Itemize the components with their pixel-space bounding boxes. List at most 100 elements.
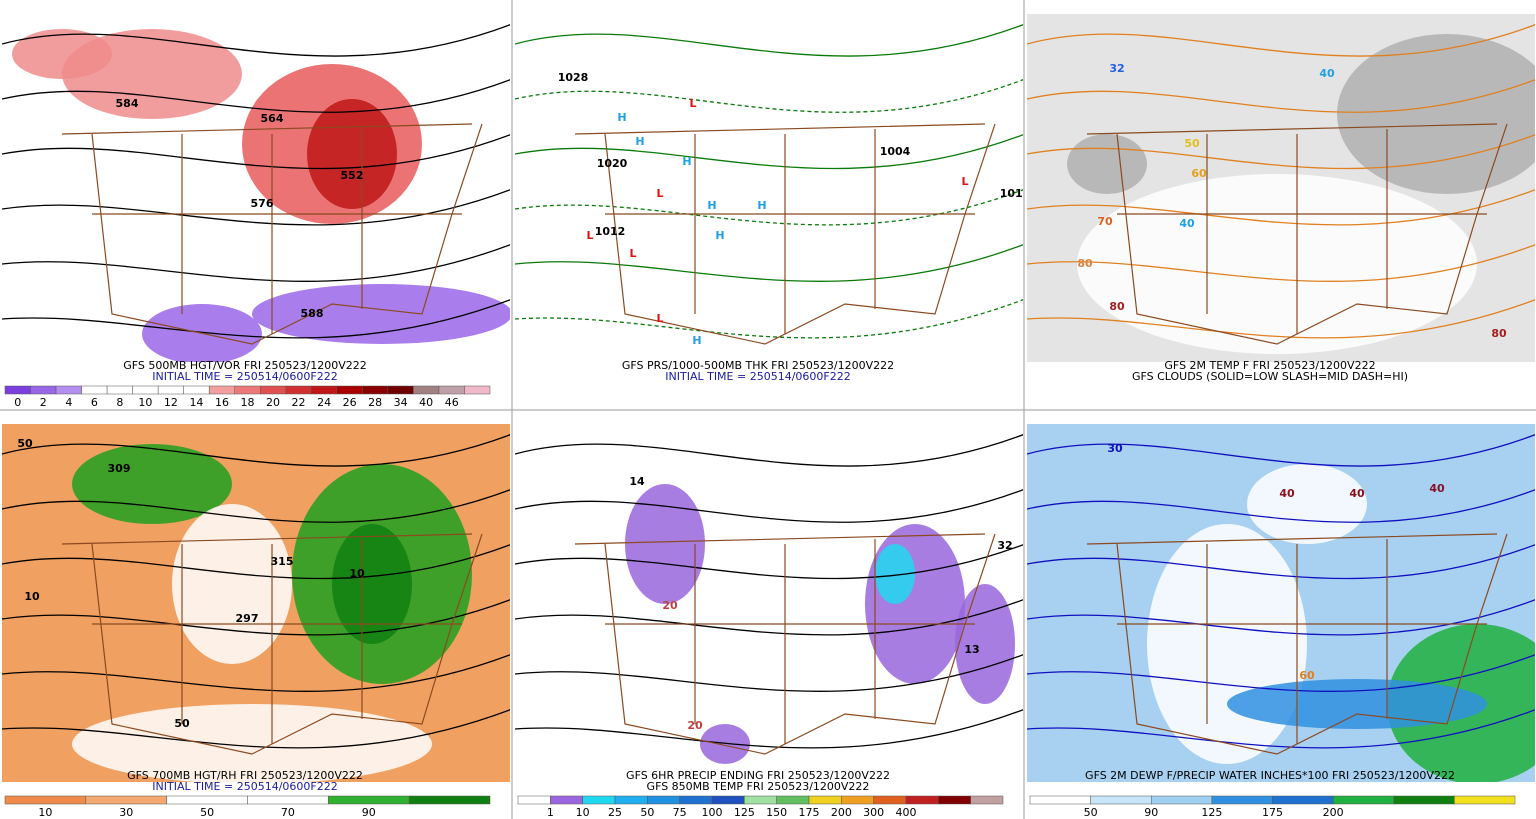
- colorbar-label: 50: [200, 806, 214, 819]
- map-label: L: [961, 175, 968, 188]
- colorbar-swatch: [413, 385, 440, 395]
- map-label: 40: [1279, 487, 1295, 500]
- border-line: [574, 533, 996, 755]
- contour-line: [515, 244, 1023, 282]
- colorbar-label: 0: [14, 396, 21, 409]
- colorbar-label: 125: [734, 806, 755, 819]
- colorbar-label: 12: [164, 396, 178, 409]
- colorbar-label: 90: [1144, 806, 1158, 819]
- map-label: 564: [261, 112, 284, 125]
- colorbar-label: 50: [1084, 806, 1098, 819]
- colorbar-label: 6: [91, 396, 98, 409]
- colorbar-swatch: [679, 795, 713, 805]
- map-label: 576: [251, 197, 274, 210]
- colorbar-label: 10: [576, 806, 590, 819]
- contour-line: [2, 79, 510, 113]
- map-label: 80: [1109, 300, 1125, 313]
- map-label: 20: [687, 719, 703, 732]
- border-line: [61, 123, 483, 345]
- subcaption: INITIAL TIME = 250514/0600F222: [665, 370, 850, 383]
- colorbar-label: 18: [241, 396, 255, 409]
- contour-line: [2, 299, 510, 339]
- colorbar-swatch: [808, 795, 842, 805]
- map-label: 20: [662, 599, 678, 612]
- contour-line: [1027, 544, 1535, 580]
- colorbar-swatch: [336, 385, 363, 395]
- colorbar-label: 10: [38, 806, 52, 819]
- colorbar-label: 10: [138, 396, 152, 409]
- colorbar-swatch: [4, 385, 31, 395]
- field-area: [332, 524, 412, 644]
- map-label: L: [656, 187, 663, 200]
- map-label: 50: [1184, 137, 1200, 150]
- map-label: 40: [1429, 482, 1445, 495]
- colorbar-label: 34: [394, 396, 408, 409]
- colorbar-label: 200: [1323, 806, 1344, 819]
- map-label: 1004: [880, 145, 911, 158]
- map-label: L: [629, 247, 636, 260]
- colorbar-label: 300: [863, 806, 884, 819]
- colorbar-swatch: [776, 795, 810, 805]
- colorbar-swatch: [614, 795, 648, 805]
- map: 32 40 40 50 60 70 80 80 80: [1027, 24, 1535, 354]
- map-label: H: [715, 229, 724, 242]
- panel: 32 40 40 50 60 70 80 80 80 GFS 2M TEMP F FRI 2505…: [1027, 14, 1535, 383]
- contour-line: [515, 299, 1023, 339]
- map-label: 297: [236, 612, 259, 625]
- colorbar-swatch: [1090, 795, 1152, 805]
- field-area: [875, 544, 915, 604]
- colorbar-label: 100: [702, 806, 723, 819]
- colorbar-swatch: [1151, 795, 1213, 805]
- contour-line: [515, 544, 1023, 580]
- contour-line: [515, 709, 1023, 749]
- panel: 50 309 315 297 10 10 50 GFS 700MB HGT/RH FRI 25…: [2, 424, 510, 819]
- colorbar-swatch: [938, 795, 971, 805]
- colorbar-swatch: [517, 795, 551, 805]
- map-label: 40: [1349, 487, 1365, 500]
- field-area: [142, 304, 262, 362]
- caption: GFS 6HR PRECIP ENDING FRI 250523/1200V22…: [626, 769, 890, 782]
- contour-line: [2, 654, 510, 692]
- colorbar-swatch: [1029, 795, 1091, 805]
- map-label: H: [682, 155, 691, 168]
- subcaption: INITIAL TIME = 250514/0600F222: [152, 780, 337, 793]
- contour-line: [515, 434, 1023, 467]
- colorbar-swatch: [1393, 795, 1455, 805]
- border-line: [574, 123, 996, 345]
- map-label: 50: [17, 437, 33, 450]
- colorbar-label: 28: [368, 396, 382, 409]
- map-label: 32: [1109, 62, 1124, 75]
- contour-line: [1027, 654, 1535, 692]
- colorbar-swatch: [1332, 795, 1394, 805]
- colorbar-swatch: [183, 385, 210, 395]
- colorbar-swatch: [841, 795, 874, 805]
- map-label: L: [656, 312, 663, 325]
- map-background: [515, 14, 1023, 362]
- colorbar-label: 25: [608, 806, 622, 819]
- colorbar-label: 2: [40, 396, 47, 409]
- field-area: [1067, 134, 1147, 194]
- caption: GFS PRS/1000-500MB THK FRI 250523/1200V2…: [622, 359, 894, 372]
- field-area: [625, 484, 705, 604]
- colorbar-swatch: [408, 795, 491, 805]
- colorbar-swatch: [1272, 795, 1334, 805]
- colorbar-swatch: [4, 795, 87, 805]
- colorbar-swatch: [157, 385, 184, 395]
- map-label: 40: [1319, 67, 1335, 80]
- colorbar-swatch: [328, 795, 410, 805]
- field-area: [1077, 174, 1477, 354]
- map-label: 10: [24, 590, 40, 603]
- colorbar-swatch: [30, 385, 57, 395]
- colorbar-label: 1: [547, 806, 554, 819]
- colorbar-swatch: [905, 795, 939, 805]
- contour-line: [1027, 244, 1535, 282]
- map-label: 13: [964, 643, 979, 656]
- colorbar-swatch: [873, 795, 907, 805]
- colorbar-swatch: [166, 795, 248, 805]
- map-label: 552: [341, 169, 364, 182]
- colorbar-swatch: [387, 385, 414, 395]
- contour-line: [1027, 134, 1535, 170]
- colorbar-label: 175: [1262, 806, 1283, 819]
- field-area: [700, 724, 750, 764]
